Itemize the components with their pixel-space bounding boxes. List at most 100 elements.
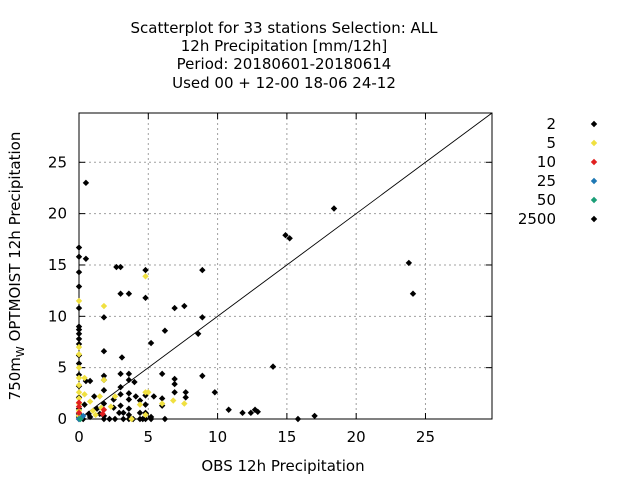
point-series-5-1: [75, 343, 83, 351]
point-series-2-73: [142, 415, 149, 423]
point-series-2-76: [147, 415, 155, 423]
point-series-2-84: [171, 375, 178, 383]
point-series-5-18: [100, 302, 108, 310]
point-series-50-0: [77, 415, 84, 423]
point-series-2-80: [158, 395, 166, 402]
point-series-2-105: [330, 205, 338, 212]
point-series-2-6: [75, 326, 83, 333]
point-series-2-43: [113, 263, 120, 271]
y-axis-label-rest: OPTMOIST 12h Precipitation: [6, 132, 24, 347]
point-series-5-29: [170, 397, 177, 404]
point-series-2-45: [117, 290, 124, 297]
point-series-2-83: [171, 304, 178, 312]
point-series-2-100: [269, 363, 277, 370]
y-tick-label-25: 25: [48, 153, 67, 171]
y-tick-label-10: 10: [48, 307, 67, 325]
point-series-5-19: [100, 376, 108, 384]
point-series-2-35: [100, 387, 108, 394]
point-series-5-16: [96, 393, 103, 400]
x-tick-label-5: 5: [144, 428, 154, 446]
point-series-2-88: [182, 389, 189, 396]
legend-label-50: 50: [537, 191, 556, 209]
point-series-2-82: [161, 415, 169, 423]
point-series-5-28: [158, 400, 166, 407]
point-series-2-56: [125, 390, 133, 397]
point-series-5-26: [142, 411, 149, 419]
point-series-2-64: [136, 397, 144, 404]
title-line-2: 12h Precipitation [mm/12h]: [181, 37, 387, 55]
point-series-2-40: [106, 415, 113, 423]
point-series-2-7: [75, 330, 83, 337]
point-series-2-57: [125, 396, 133, 403]
legend-label-5: 5: [546, 134, 556, 152]
point-series-10-2: [75, 409, 83, 417]
point-series-2-93: [199, 372, 206, 380]
x-tick-label-20: 20: [347, 428, 366, 446]
point-series-2-101: [282, 231, 289, 239]
y-axis-label-main: 750m: [6, 357, 24, 400]
title-line-4: Used 00 + 12-00 18-06 24-12: [172, 74, 396, 92]
title-line-3: Period: 20180601-20180614: [177, 55, 392, 73]
point-series-2-8: [75, 335, 83, 343]
point-series-5-11: [81, 374, 88, 382]
chart-title: Scatterplot for 33 stations Selection: A…: [130, 19, 438, 92]
point-series-5-13: [86, 398, 94, 405]
point-series-2-42: [115, 409, 123, 417]
point-series-2-46: [118, 354, 126, 361]
y-axis-label: 750mW OPTMOIST 12h Precipitation: [6, 132, 27, 401]
point-series-2-86: [171, 389, 178, 396]
x-tick-label-0: 0: [74, 428, 84, 446]
point-series-2-36: [100, 400, 108, 407]
point-series-5-0: [75, 297, 83, 305]
point-series-2-44: [117, 263, 124, 271]
point-series-2-22: [81, 401, 88, 408]
plot-frame: [78, 112, 493, 420]
point-series-5-6: [75, 389, 83, 396]
data-points: [75, 179, 417, 423]
point-series-2-99: [254, 408, 261, 416]
point-series-2-68: [142, 266, 149, 274]
point-series-2-102: [286, 235, 293, 242]
point-series-2-47: [117, 370, 124, 378]
point-series-5-30: [181, 400, 188, 407]
y-axis-ticks: 0 5 10 15 20 25: [48, 153, 492, 428]
point-series-5-20: [107, 403, 115, 410]
point-series-2-24: [86, 413, 94, 421]
x-tick-label-15: 15: [277, 428, 296, 446]
point-series-2-31: [100, 314, 108, 321]
point-series-5-27: [145, 389, 152, 396]
point-series-5-5: [75, 381, 83, 389]
point-series-2-87: [181, 302, 188, 310]
legend-label-2: 2: [546, 115, 556, 133]
point-series-5-14: [89, 407, 97, 414]
point-series-2-89: [182, 394, 189, 401]
x-axis-label: OBS 12h Precipitation: [201, 457, 364, 475]
point-series-2-4: [75, 304, 83, 312]
point-series-2-52: [120, 415, 127, 423]
point-series-2-53: [125, 290, 133, 297]
point-series-2-65: [136, 409, 144, 417]
point-series-2-26: [86, 377, 94, 385]
point-series-2-63: [132, 393, 140, 400]
point-series-5-15: [92, 411, 99, 419]
point-series-2-79: [158, 370, 166, 378]
reference-line-y-equals-x: [78, 112, 493, 420]
point-series-5-2: [75, 351, 83, 358]
x-tick-label-25: 25: [416, 428, 435, 446]
point-series-2-32: [100, 348, 108, 355]
point-series-10-3: [99, 410, 106, 418]
point-series-2-62: [131, 378, 138, 386]
point-series-5-21: [111, 393, 119, 400]
point-series-2-58: [125, 405, 133, 412]
point-series-2-51: [120, 409, 127, 417]
point-series-10-0: [75, 399, 83, 406]
point-series-2-74: [147, 339, 155, 347]
point-series-2-59: [125, 411, 133, 419]
point-series-2-0: [75, 244, 83, 251]
y-tick-label-15: 15: [48, 256, 67, 274]
legend-marker-2500: [590, 215, 598, 223]
point-series-2-95: [225, 406, 232, 413]
point-series-5-7: [75, 395, 83, 402]
